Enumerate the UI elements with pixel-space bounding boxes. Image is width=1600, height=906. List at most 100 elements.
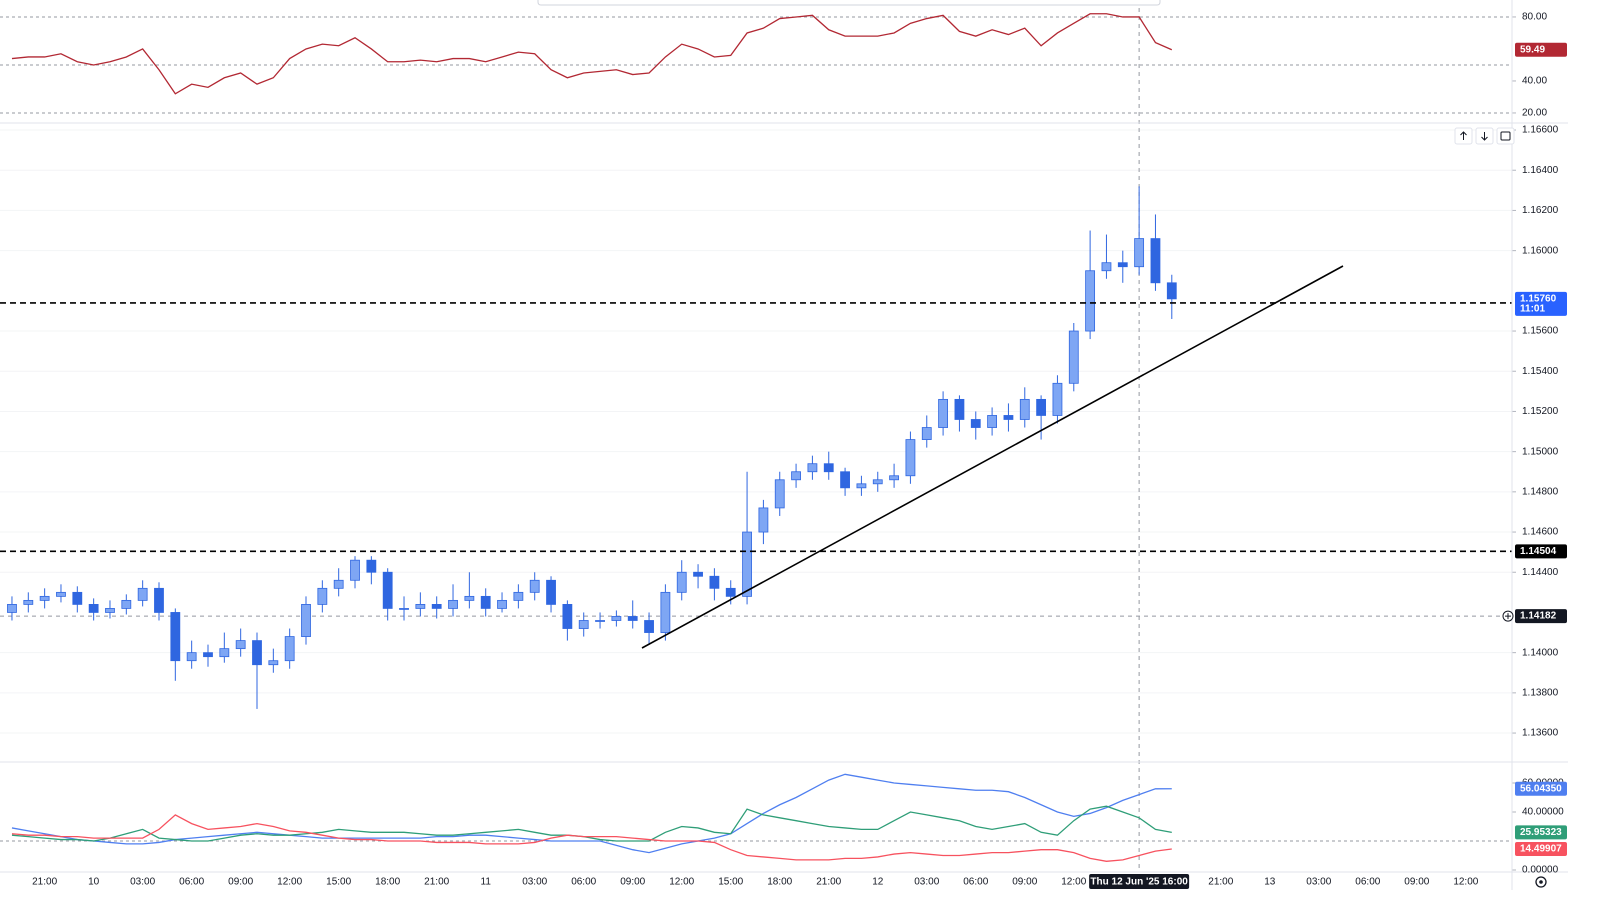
candle-body [1019,398,1030,420]
candle-body [317,587,328,605]
candle-body [742,531,752,597]
candle-body [350,559,360,581]
candle-body [333,579,344,589]
candle-body [562,604,573,629]
candle-body [1150,238,1161,284]
y-tick-label: 1.15200 [1522,406,1559,417]
y-tick-label: 1.14000 [1522,647,1559,658]
candle-body [693,571,703,577]
candle-body [823,463,834,473]
y-tick-label: 1.16200 [1522,205,1559,216]
candle-body [464,595,475,601]
candle-body [252,640,262,666]
candle-body [627,616,638,621]
x-tick-label: 03:00 [914,877,939,888]
last-value-label: 56.04350 [1520,783,1562,794]
candle-body [399,608,409,610]
x-tick-label: 12:00 [669,877,694,888]
candle-body [954,398,965,420]
last-value-label: 25.95323 [1520,827,1562,838]
toolbar-edge [537,0,1161,6]
x-tick-label: 06:00 [1355,877,1380,888]
x-tick-label: 15:00 [718,877,743,888]
x-tick-label: 18:00 [767,877,792,888]
x-tick-label: 09:00 [1012,877,1037,888]
x-tick-label: 06:00 [571,877,596,888]
x-tick-label: 10 [88,877,100,888]
candle-body [415,604,426,609]
crosshair-price-label: 1.14182 [1520,611,1557,622]
candle-body [121,599,132,609]
candle-body [39,595,50,601]
candle-body [72,591,83,605]
candle-body [676,571,687,593]
level-label: 1.14504 [1520,546,1557,557]
fit-icon [1500,131,1511,141]
crosshair-price-label-box [1515,609,1567,624]
candle-body [154,587,164,613]
fit-button[interactable] [1496,127,1515,145]
grid-layer [0,0,1516,872]
candle-body [856,483,867,489]
x-tick-label: 09:00 [228,877,253,888]
candle-body [578,620,589,629]
candle-body [1085,270,1096,332]
indicator-line [11,13,1173,95]
x-tick-label: 13 [1264,877,1276,888]
x-tick-label: 09:00 [620,877,645,888]
labels-layer: 80.00 40.00 20.00 59.49 1.16600 1.16400 1.1620… [32,12,1567,889]
y-tick-label: 1.15400 [1522,366,1559,377]
x-tick-label: 21:00 [1208,877,1233,888]
x-tick-label: 12:00 [277,877,302,888]
y-tick-label: 80.00 [1522,12,1547,23]
candle-body [1036,398,1047,416]
y-tick-label: 1.16000 [1522,245,1559,256]
candle-body [235,640,246,650]
candle-body [644,620,654,633]
candle-body [807,463,818,473]
candle-body [366,559,377,573]
candle-body [921,427,932,440]
candle-body [938,398,948,428]
y-tick-label: 1.16400 [1522,165,1559,176]
candle-body [872,479,883,485]
candle-body [987,415,998,428]
candle-body [840,471,850,489]
candle-body [660,591,671,633]
candle-body [268,660,279,666]
y-tick-label: 0.00000 [1522,865,1559,876]
y-tick-label: 1.13600 [1522,728,1559,739]
indicator-line [11,805,1172,842]
candle-body [1068,330,1079,384]
candle-body [88,604,99,613]
y-tick-label: 40.00 [1522,76,1547,87]
candle-body [23,599,34,605]
trend-line[interactable] [641,265,1344,649]
candle-body [284,636,295,662]
candle-body [889,475,899,481]
y-tick-label: 1.15600 [1522,326,1559,337]
last-price-label-box [1515,291,1567,316]
candle-body [1003,415,1014,420]
x-tick-label: 21:00 [32,877,57,888]
gear-icon [1535,876,1547,888]
x-tick-label: 06:00 [963,877,988,888]
y-tick-label: 20.00 [1522,108,1547,119]
y-tick-label: 1.13800 [1522,687,1559,698]
candle-body [301,604,311,637]
marks-layer [0,13,1512,862]
indicator-line [11,773,1172,854]
candle-body [513,591,524,601]
candle-body [186,652,197,662]
settings-button[interactable] [1535,876,1547,888]
arrow-down-icon [1481,132,1488,141]
x-tick-label: 03:00 [522,877,547,888]
arrow-up-icon [1460,131,1467,140]
candle-body [709,575,720,589]
candle-body [497,599,507,609]
candle-body [725,587,736,597]
candle-body [1134,238,1145,268]
y-tick-label: 1.16600 [1522,125,1559,136]
candle-body [7,604,17,613]
